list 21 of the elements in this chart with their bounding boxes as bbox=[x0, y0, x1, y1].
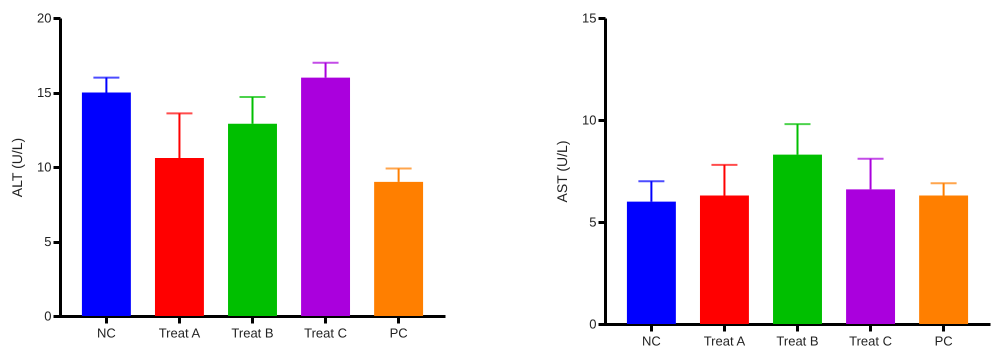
x-tick-label: Treat B bbox=[776, 334, 819, 348]
x-tick-label: PC bbox=[390, 326, 408, 340]
y-tick-label: 10 bbox=[582, 112, 596, 128]
y-axis-title: AST (U/L) bbox=[554, 140, 570, 202]
x-tick-label: Treat A bbox=[158, 326, 200, 340]
x-tick-label: Treat B bbox=[231, 326, 274, 340]
y-axis-title: ALT (U/L) bbox=[9, 138, 26, 198]
y-tick-label: 0 bbox=[44, 308, 52, 324]
x-tick-label: Treat A bbox=[704, 334, 746, 348]
y-tick-label: 15 bbox=[37, 85, 52, 100]
y-tick-label: 10 bbox=[37, 160, 52, 174]
x-tick-label: NC bbox=[97, 326, 116, 340]
y-tick-label: 15 bbox=[582, 10, 596, 26]
y-tick-label: 0 bbox=[589, 316, 596, 332]
x-tick-label: PC bbox=[934, 334, 953, 348]
x-tick-label: NC bbox=[642, 334, 661, 348]
y-tick-label: 20 bbox=[37, 10, 52, 26]
y-tick-label: 5 bbox=[589, 214, 596, 230]
y-tick-label: 5 bbox=[44, 234, 52, 249]
x-tick-label: Treat C bbox=[304, 326, 347, 340]
x-tick-label: Treat C bbox=[849, 334, 892, 348]
